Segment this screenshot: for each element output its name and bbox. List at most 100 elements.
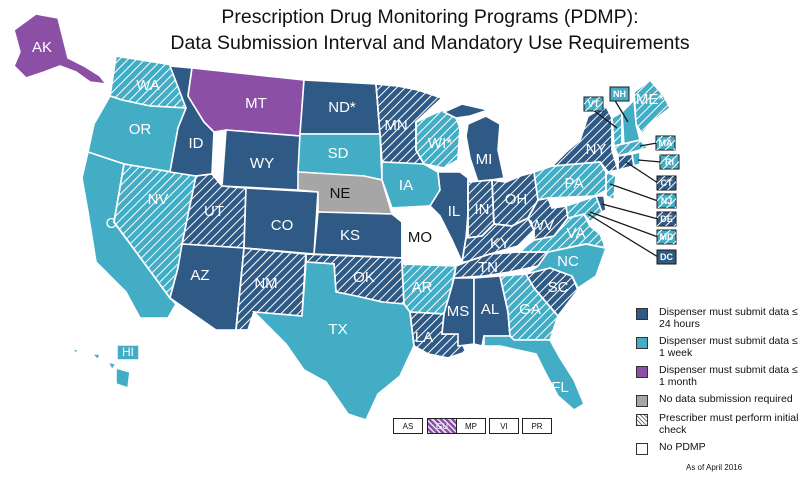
state-NM[interactable]: NM xyxy=(235,247,307,331)
map-title: Prescription Drug Monitoring Programs (P… xyxy=(140,4,720,56)
small-state-label-nh: NH xyxy=(613,89,626,99)
state-AZ[interactable]: AZ xyxy=(169,243,245,331)
state-FL[interactable]: FL xyxy=(483,335,586,411)
small-state-label-ct: CT xyxy=(661,178,673,188)
leader-line-nj xyxy=(609,183,659,202)
small-state-boxes: VT NH MA RI CT NJ DE MD DC xyxy=(583,86,680,265)
small-state-label-nj: NJ xyxy=(661,196,673,206)
legend: Dispenser must submit data ≤ 24 hours Di… xyxy=(636,306,800,460)
state-label: PA xyxy=(565,175,584,192)
small-state-box-dc[interactable] xyxy=(656,249,677,265)
leader-line-de xyxy=(601,203,659,220)
state-IN[interactable]: IN xyxy=(467,179,495,239)
state-MI[interactable]: MI xyxy=(442,103,505,183)
state-label: AR xyxy=(412,279,433,296)
leader-line-dc xyxy=(587,213,659,258)
state-label: UT xyxy=(204,203,224,220)
state-PA[interactable]: PA xyxy=(533,161,607,201)
state-label: MT xyxy=(245,95,267,112)
legend-swatch-dark xyxy=(636,308,648,320)
state-label: IL xyxy=(448,203,461,220)
state-MA-shape xyxy=(612,139,650,157)
state-label: FL xyxy=(551,379,569,396)
leader-line-ct xyxy=(625,161,659,184)
territory-box-GU[interactable]: GU xyxy=(427,418,457,434)
small-state-box-nh[interactable] xyxy=(609,86,630,102)
small-state-label-ri: RI xyxy=(665,157,674,167)
state-label: SD xyxy=(328,145,349,162)
small-state-hatch-ct xyxy=(657,176,676,190)
state-label: VA xyxy=(567,225,586,242)
state-ME[interactable]: ME* xyxy=(633,78,672,136)
state-MN[interactable]: MN xyxy=(375,83,444,165)
state-NE[interactable]: NE xyxy=(297,171,394,215)
state-CO[interactable]: CO xyxy=(243,187,319,255)
state-label: OK xyxy=(353,269,375,286)
small-state-hatch-ma xyxy=(656,136,675,150)
state-MS[interactable]: MS xyxy=(441,277,475,347)
state-label: IN xyxy=(475,201,490,218)
state-MD-shape xyxy=(565,194,603,224)
state-IA[interactable]: IA xyxy=(381,161,441,209)
legend-text-none: No PDMP xyxy=(659,441,706,453)
state-UT[interactable]: UT xyxy=(181,173,247,249)
small-state-label-de: DE xyxy=(660,214,673,224)
territory-box-AS[interactable]: AS xyxy=(393,418,423,434)
state-WY[interactable]: WY xyxy=(221,129,301,191)
territory-box-PR[interactable]: PR xyxy=(522,418,552,434)
state-RI-shape xyxy=(631,150,641,168)
title-line-1: Prescription Drug Monitoring Programs (P… xyxy=(221,6,639,28)
territory-box-VI[interactable]: VI xyxy=(489,418,519,434)
legend-swatch-light xyxy=(636,337,648,349)
leader-line-ri xyxy=(637,159,662,163)
state-label: WA xyxy=(136,77,160,94)
state-label: LA xyxy=(415,329,433,346)
hatch-overlay xyxy=(549,104,620,173)
state-label: TX xyxy=(328,321,347,338)
legend-text-dark: Dispenser must submit data ≤ 24 hours xyxy=(659,306,798,330)
title-line-2: Data Submission Interval and Mandatory U… xyxy=(170,32,690,54)
small-state-hatch-ri xyxy=(660,155,679,169)
as-of-date: As of April 2016 xyxy=(686,463,743,472)
state-label: MO xyxy=(408,229,432,246)
state-NJ-shape xyxy=(605,170,617,202)
state-VT-shape xyxy=(611,110,623,147)
state-HI[interactable]: HI xyxy=(70,344,140,390)
legend-item-none: No PDMP xyxy=(636,441,800,455)
state-KS[interactable]: KS xyxy=(313,211,403,259)
state-label: MN xyxy=(384,117,407,134)
legend-item-dark: Dispenser must submit data ≤ 24 hours xyxy=(636,306,800,330)
state-AK[interactable]: AK xyxy=(13,13,108,86)
state-label: ID xyxy=(189,135,204,152)
state-ND[interactable]: ND* xyxy=(299,79,381,135)
state-WI[interactable]: WI* xyxy=(415,109,461,169)
state-label: KY xyxy=(490,235,510,252)
state-label: WI* xyxy=(428,135,452,152)
state-label: HI xyxy=(122,345,134,359)
state-label: ME* xyxy=(636,91,665,108)
legend-item-gray: No data submission required xyxy=(636,393,800,407)
territory-box-MP[interactable]: MP xyxy=(456,418,486,434)
legend-text-light: Dispenser must submit data ≤ 1 week xyxy=(659,335,798,359)
state-label: KS xyxy=(340,227,360,244)
state-label: AL xyxy=(481,301,499,318)
state-label: SC xyxy=(548,279,569,296)
state-label: AK xyxy=(32,39,52,56)
legend-swatch-purple xyxy=(636,366,648,378)
small-state-label-md: MD xyxy=(660,232,674,242)
state-NY[interactable]: NY xyxy=(549,104,620,173)
small-state-hatch-md xyxy=(657,230,676,244)
state-GA[interactable]: GA xyxy=(499,273,559,341)
state-TN[interactable]: TN xyxy=(453,251,550,279)
leader-line-md xyxy=(589,211,659,238)
state-label: IA xyxy=(399,177,413,194)
leader-line-ma xyxy=(639,142,658,147)
state-label: ND* xyxy=(328,99,356,116)
state-label: GA xyxy=(519,301,541,318)
state-label: WY xyxy=(250,155,274,172)
state-label: NV xyxy=(148,191,169,208)
legend-item-hatch: Prescriber must perform initial check xyxy=(636,412,800,436)
state-NH-shape xyxy=(621,98,641,148)
state-TX[interactable]: TX xyxy=(251,261,415,421)
legend-item-purple: Dispenser must submit data ≤ 1 month xyxy=(636,364,800,388)
